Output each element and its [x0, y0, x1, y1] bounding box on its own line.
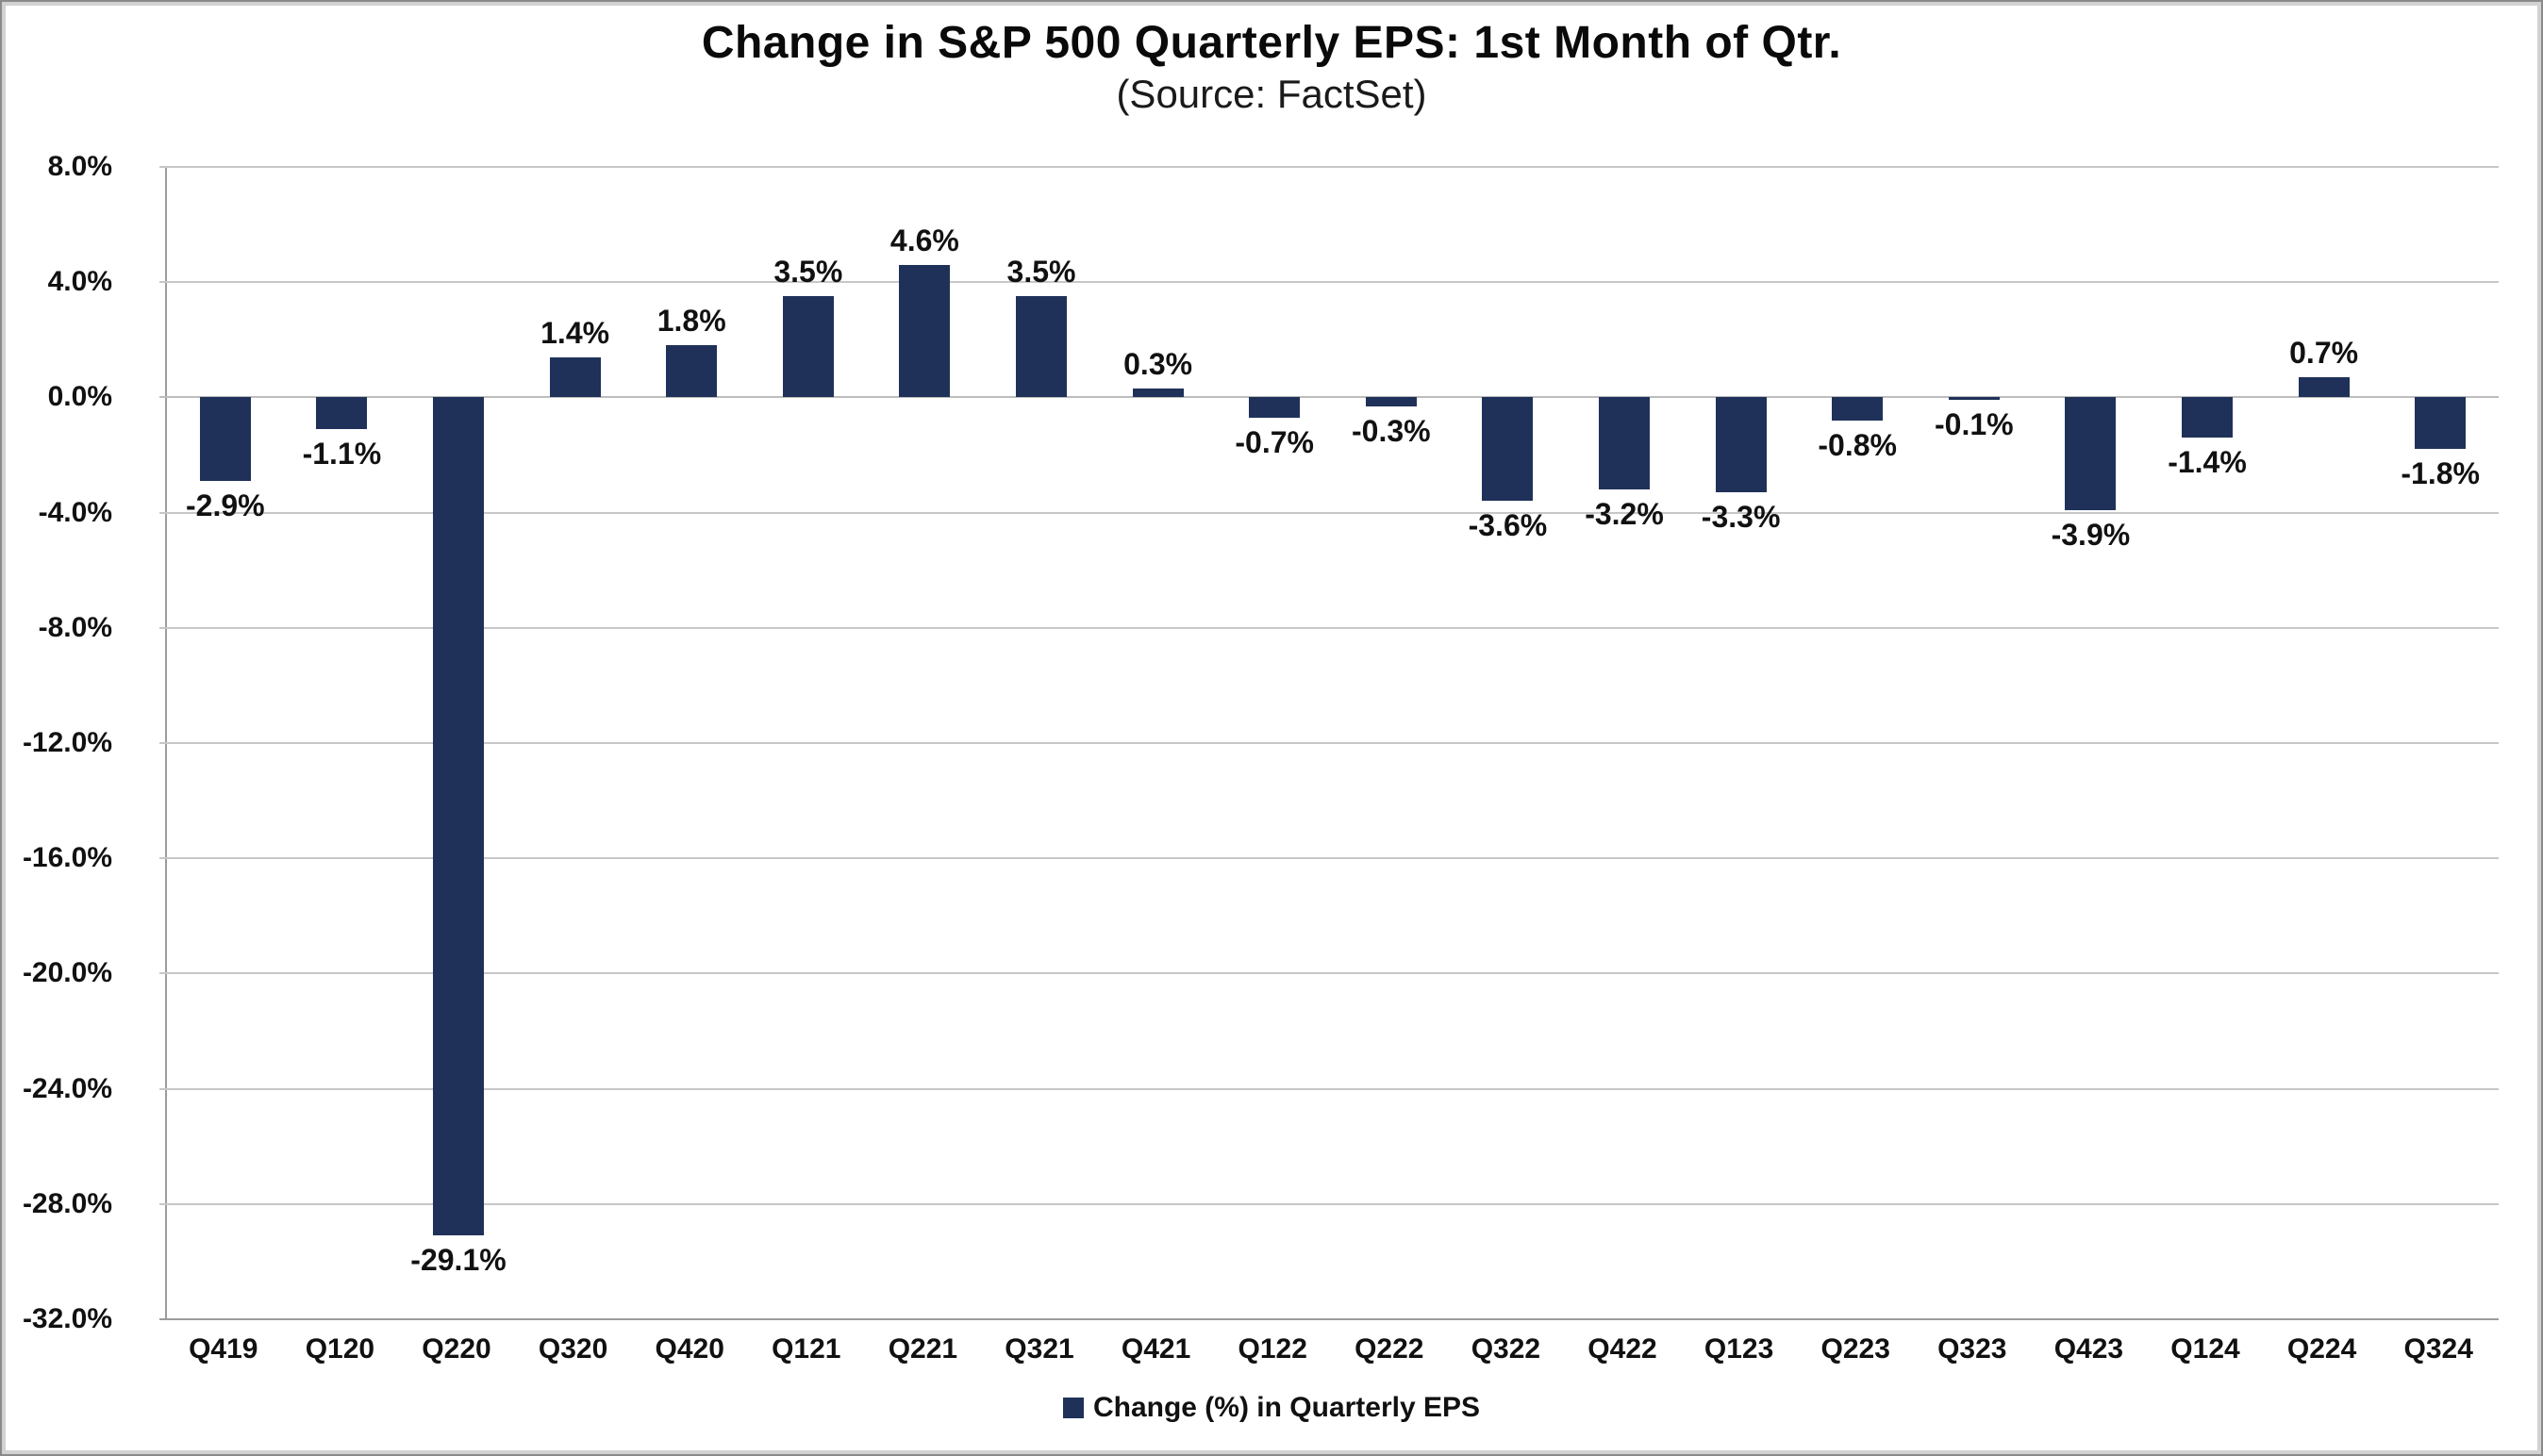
bar-value-label: 3.5%	[1006, 255, 1076, 290]
x-axis-tick-label: Q124	[2170, 1333, 2240, 1365]
x-axis-tick-label: Q421	[1121, 1333, 1191, 1365]
y-axis-tick-label: -24.0%	[22, 1072, 112, 1104]
bar-value-label: -0.7%	[1235, 424, 1314, 459]
bar-q120	[316, 397, 368, 429]
gridline	[159, 972, 2499, 975]
chart-subtitle: (Source: FactSet)	[1116, 72, 1427, 116]
legend: Change (%) in Quarterly EPS	[2, 1392, 2541, 1424]
bar-value-label: -3.2%	[1585, 497, 1664, 532]
zero-gridline	[159, 396, 2499, 399]
bar-q223	[1832, 397, 1884, 421]
y-axis-tick-label: -32.0%	[22, 1303, 112, 1334]
x-axis-tick-label: Q224	[2286, 1333, 2357, 1365]
bar-value-label: 0.7%	[2289, 336, 2359, 370]
x-axis-tick-label: Q220	[422, 1333, 491, 1365]
x-axis-tick-label: Q320	[538, 1333, 608, 1365]
gridline	[159, 281, 2499, 284]
bar-value-label: -0.8%	[1818, 427, 1897, 462]
gridline	[159, 626, 2499, 629]
bar-q423	[2065, 397, 2117, 510]
bar-q321	[1016, 296, 1067, 398]
legend-label: Change (%) in Quarterly EPS	[1092, 1392, 1481, 1423]
bar-q422	[1599, 397, 1650, 490]
y-axis-tick-label: -16.0%	[22, 842, 112, 874]
bar-q421	[1132, 389, 1184, 398]
y-axis-tick-label: -8.0%	[38, 611, 112, 643]
bar-q419	[199, 397, 251, 481]
bar-value-label: -1.4%	[2168, 445, 2247, 480]
y-axis-tick-label: 4.0%	[47, 266, 112, 298]
y-axis-tick-label: 8.0%	[47, 151, 112, 182]
bar-value-label: 1.4%	[540, 315, 610, 350]
bar-q320	[549, 356, 601, 398]
gridline	[159, 857, 2499, 860]
x-axis-tick-label: Q321	[1005, 1333, 1074, 1365]
bar-q122	[1249, 397, 1301, 418]
x-axis-tick-label: Q420	[655, 1333, 724, 1365]
y-axis-tick-label: -20.0%	[22, 957, 112, 989]
bar-value-label: 4.6%	[889, 223, 959, 257]
bar-value-label: -3.9%	[2051, 517, 2131, 552]
bar-q222	[1365, 397, 1417, 406]
y-axis-tick-label: 0.0%	[47, 381, 112, 413]
x-axis-tick-label: Q223	[1820, 1333, 1890, 1365]
bar-value-label: -1.1%	[302, 437, 382, 471]
y-axis-tick-label: -12.0%	[22, 727, 112, 758]
bar-q224	[2298, 377, 2350, 398]
bar-value-label: -3.6%	[1468, 508, 1548, 543]
gridline	[159, 1318, 2499, 1320]
x-axis-tick-label: Q221	[888, 1333, 958, 1365]
gridline	[159, 511, 2499, 514]
gridline	[159, 1202, 2499, 1205]
x-axis-tick-label: Q222	[1355, 1333, 1424, 1365]
bar-q124	[2182, 397, 2233, 438]
x-axis-tick-label: Q423	[2053, 1333, 2124, 1365]
bar-value-label: 0.3%	[1123, 347, 1193, 382]
bar-q324	[2415, 397, 2467, 450]
bar-q220	[433, 397, 484, 1236]
y-axis-tick-label: -28.0%	[22, 1187, 112, 1219]
bar-q121	[782, 296, 834, 398]
bar-q323	[1948, 397, 2000, 401]
bar-value-label: -2.9%	[186, 488, 265, 522]
bar-q420	[666, 345, 718, 398]
bar-value-label: -0.1%	[1935, 407, 2014, 442]
bar-value-label: -1.8%	[2401, 456, 2480, 491]
plot-area: 8.0% 4.0% 0.0% -4.0% -8.0% -12.0% -16.0% -20.0%…	[23, 151, 2499, 1334]
x-axis-tick-label: Q121	[772, 1333, 841, 1365]
gridline	[159, 166, 2499, 168]
x-axis-tick-label: Q120	[305, 1333, 375, 1365]
legend-square-icon	[1062, 1398, 1084, 1418]
bar-value-label: -29.1%	[410, 1243, 507, 1278]
x-axis-tick-label: Q422	[1587, 1333, 1657, 1365]
gridline	[159, 1087, 2499, 1090]
bar-value-label: 3.5%	[773, 255, 843, 290]
x-axis-tick-label: Q323	[1937, 1333, 2007, 1365]
bar-value-label: -3.3%	[1701, 500, 1781, 535]
bar-q123	[1715, 397, 1767, 493]
x-axis-tick-label: Q123	[1704, 1333, 1774, 1365]
gridline	[159, 742, 2499, 744]
x-axis-tick-label: Q322	[1471, 1333, 1541, 1365]
chart-title: Change in S&P 500 Quarterly EPS: 1st Mon…	[701, 18, 1842, 68]
bar-q221	[899, 264, 951, 398]
x-axis-tick-label: Q324	[2403, 1333, 2473, 1365]
bar-q322	[1482, 397, 1534, 502]
bar-value-label: 1.8%	[657, 304, 726, 339]
bar-value-label: -0.3%	[1352, 413, 1431, 448]
y-axis-tick-label: -4.0%	[38, 496, 112, 528]
x-axis-tick-label: Q419	[189, 1333, 258, 1365]
x-axis-tick-label: Q122	[1238, 1333, 1307, 1365]
